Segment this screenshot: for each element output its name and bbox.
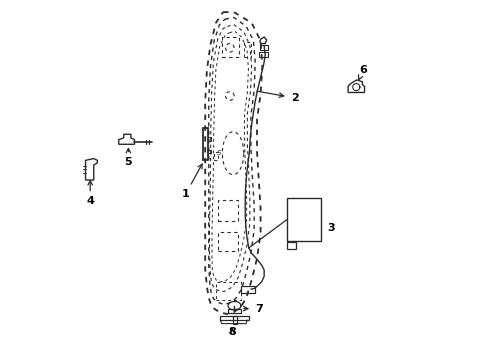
Text: 2: 2 [256, 91, 298, 103]
Text: 6: 6 [358, 65, 366, 80]
Text: S: S [217, 150, 221, 156]
Text: 3: 3 [326, 223, 334, 233]
Text: 1: 1 [182, 164, 202, 199]
Text: 8: 8 [228, 327, 235, 337]
Text: 4: 4 [86, 181, 94, 206]
Text: 5: 5 [124, 148, 132, 167]
Text: 7: 7 [243, 303, 262, 314]
